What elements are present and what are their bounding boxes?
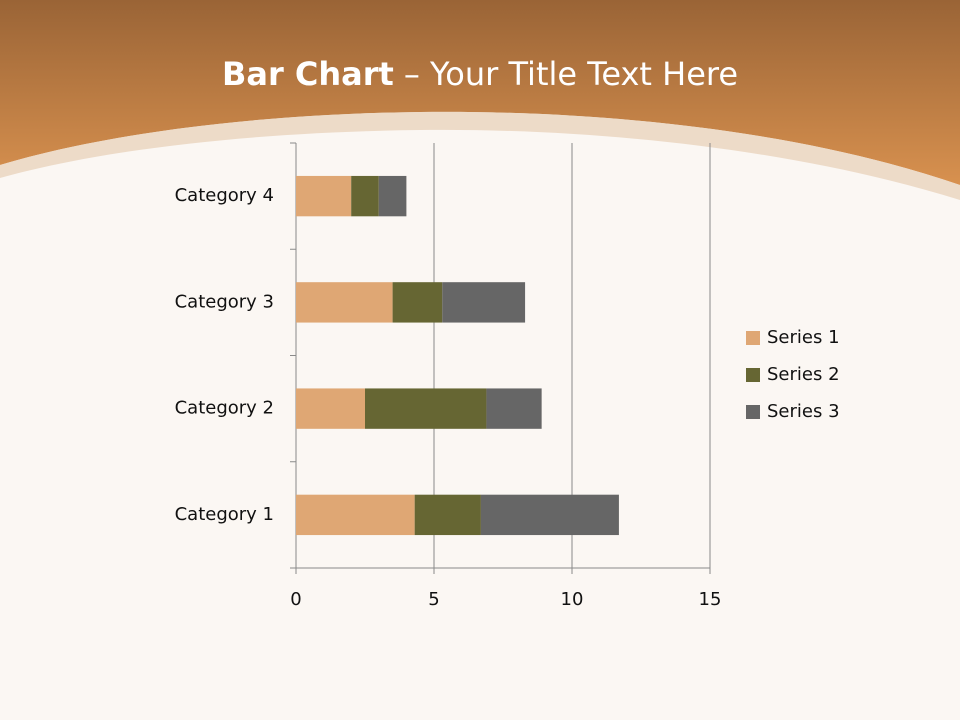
x-tick-label: 5 (428, 589, 439, 610)
bar-segment (486, 388, 542, 429)
title-lead: Bar Chart (222, 55, 394, 93)
legend-swatch (746, 405, 760, 419)
bar-segment (296, 175, 352, 217)
slide-title: Bar Chart – Your Title Text Here (222, 55, 738, 93)
chart: 0 5 10 15 Category 1 Category 2 Category 3 Cate… (175, 142, 840, 610)
legend-swatch (746, 368, 760, 382)
y-tick-label: Category 3 (175, 291, 274, 312)
legend-label: Series 2 (767, 364, 840, 385)
bar-segment (378, 175, 407, 217)
bar-segment (296, 282, 393, 323)
x-tick-label: 15 (699, 589, 722, 610)
y-tick-label: Category 2 (175, 398, 274, 419)
bar-segment (296, 494, 415, 536)
bar-segment (480, 494, 619, 536)
x-tick-label: 10 (561, 589, 584, 610)
header-band (0, 0, 960, 185)
bar-segment (365, 388, 487, 429)
x-tick-label: 0 (290, 589, 301, 610)
bar-segment (392, 282, 443, 323)
y-tick-label: Category 1 (175, 504, 274, 525)
bar-segment (296, 388, 365, 429)
title-rest: – Your Title Text Here (404, 55, 738, 93)
y-tick-label: Category 4 (175, 185, 274, 206)
legend-label: Series 3 (767, 401, 840, 422)
bar-segment (442, 282, 526, 323)
bar-segment (351, 175, 379, 217)
header-curve (0, 111, 960, 200)
bar-segment (414, 494, 481, 536)
legend-label: Series 1 (767, 327, 840, 348)
legend-swatch (746, 331, 760, 345)
